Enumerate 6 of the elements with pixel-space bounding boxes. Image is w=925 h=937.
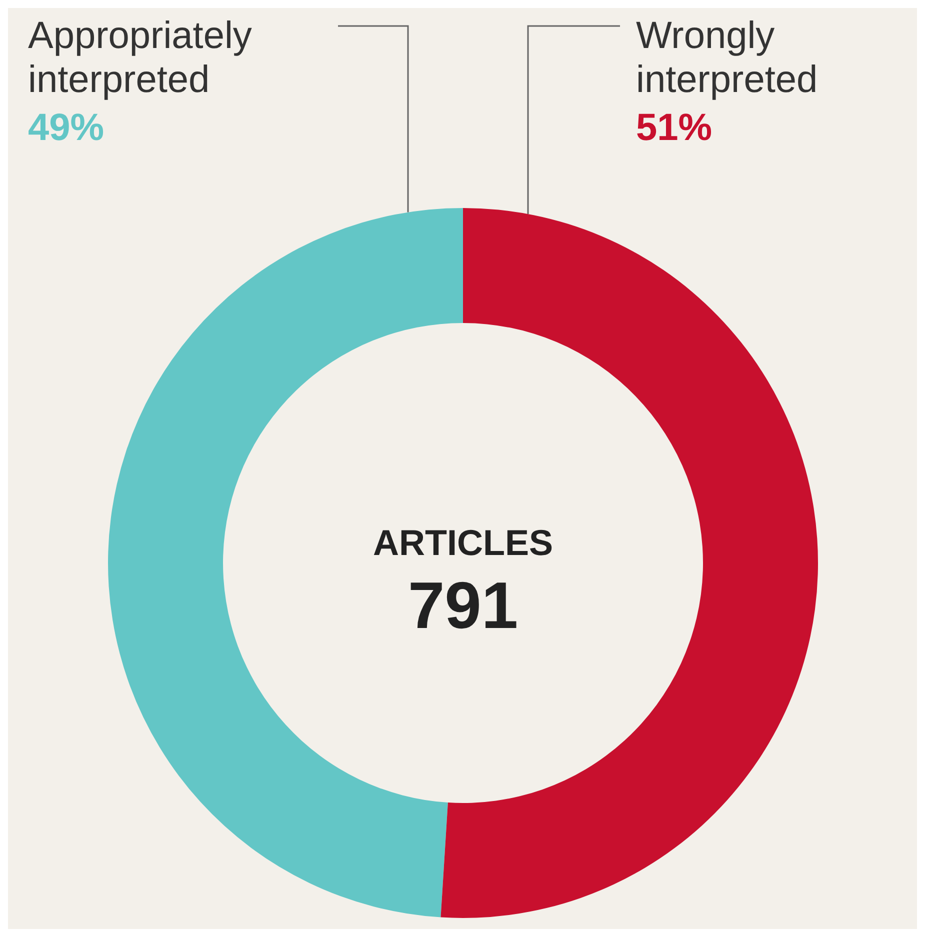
data-label: 49% xyxy=(28,107,104,149)
slice-label: Wrongly interpreted xyxy=(636,15,818,101)
data-label: 51% xyxy=(636,107,712,149)
text: ARTICLES xyxy=(373,522,553,563)
slice-label: Appropriately interpreted xyxy=(28,15,252,101)
text: 791 xyxy=(408,568,518,642)
